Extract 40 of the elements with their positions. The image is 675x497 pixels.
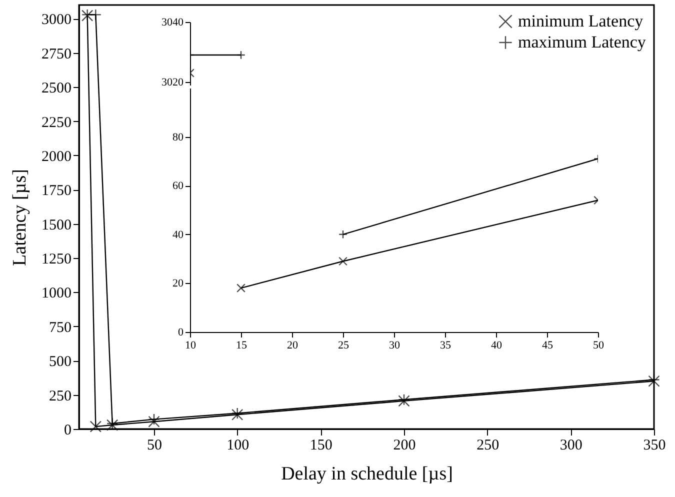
y-tick-label: 60 <box>172 180 184 192</box>
x-tick-label: 50 <box>147 438 162 454</box>
y-tick-label: 2000 <box>42 148 72 165</box>
y-axis-title: Latency [µs] <box>10 169 30 266</box>
y-tick-label: 750 <box>49 320 72 336</box>
y-tick-label: 0 <box>178 326 184 338</box>
x-tick-label: 350 <box>643 438 666 454</box>
y-tick-label: 3000 <box>42 12 72 28</box>
x-tick-label: 300 <box>560 438 582 454</box>
x-tick-label: 200 <box>393 438 416 454</box>
y-tick-label: 2250 <box>42 114 72 131</box>
x-tick-label: 50 <box>593 340 604 352</box>
y-tick-label: 2750 <box>42 46 72 62</box>
x-tick-label: 150 <box>310 438 332 454</box>
x-tick-label: 30 <box>389 340 400 352</box>
x-tick-label: 35 <box>440 340 452 352</box>
x-tick-label: 250 <box>476 438 500 454</box>
y-tick-label: 1750 <box>42 183 72 200</box>
y-tick-label: 1500 <box>42 217 72 234</box>
x-axis-title: Delay in schedule [µs] <box>281 464 453 484</box>
x-tick-label: 40 <box>491 340 502 352</box>
y-tick-label: 40 <box>172 228 184 241</box>
y-tick-label: 500 <box>49 354 72 370</box>
x-tick-label: 20 <box>287 340 298 352</box>
y-tick-label: 1250 <box>42 252 72 268</box>
y-tick-label: 3040 <box>162 16 184 28</box>
x-tick-label: 100 <box>226 438 250 454</box>
x-tick-label: 10 <box>185 340 196 352</box>
y-tick-label: 250 <box>49 388 72 404</box>
y-tick-label: 20 <box>172 278 184 290</box>
x-tick-label: 45 <box>542 340 554 352</box>
y-tick-label: 0 <box>64 422 72 438</box>
x-tick-label: 15 <box>236 340 248 352</box>
legend-label: minimum Latency <box>518 12 644 30</box>
x-tick-label: 25 <box>338 340 350 352</box>
y-tick-label: 2500 <box>42 80 72 97</box>
y-tick-label: 3020 <box>162 76 184 88</box>
legend-label: maximum Latency <box>518 32 646 52</box>
y-tick-label: 80 <box>172 131 184 144</box>
y-tick-label: 1000 <box>42 286 72 302</box>
